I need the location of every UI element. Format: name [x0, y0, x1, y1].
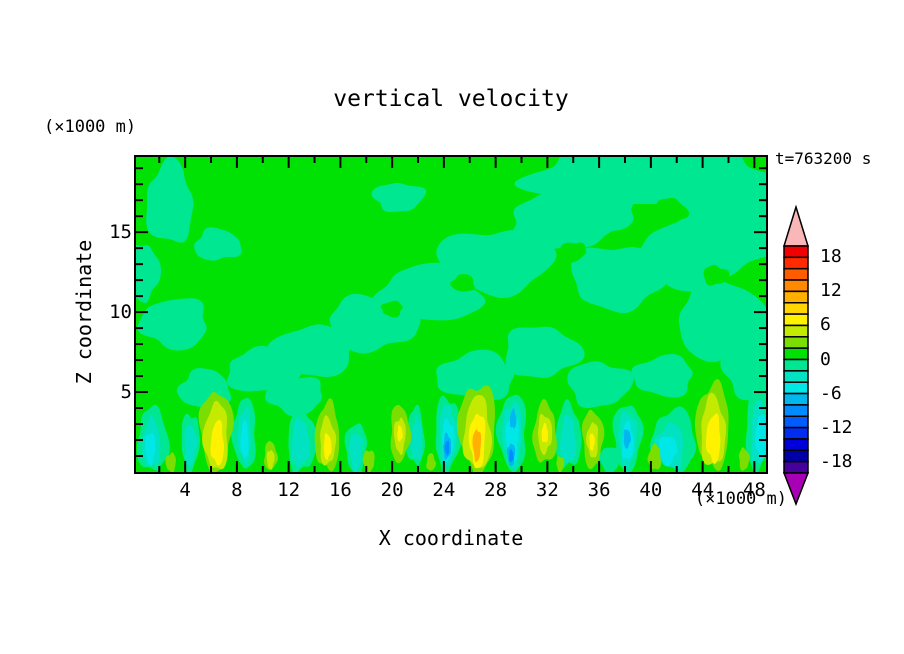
y-tick-label: 10	[109, 301, 132, 324]
colorbar-label: -12	[820, 416, 853, 438]
x-tick-label: 28	[484, 479, 508, 501]
x-tick-label: 16	[328, 479, 352, 501]
x-tick-label: 44	[691, 479, 715, 501]
x-tick-label: 8	[231, 479, 243, 501]
x-tick-label: 48	[742, 479, 766, 501]
contour-blobs	[136, 157, 766, 472]
x-tick-label: 32	[535, 479, 559, 501]
colorbar-over-arrow	[782, 205, 810, 247]
colorbar	[782, 205, 810, 507]
colorbar-label: 6	[820, 314, 831, 336]
x-tick-label: 12	[277, 479, 301, 501]
time-annotation: t=763200 s	[775, 149, 872, 168]
x-tick-label: 24	[432, 479, 456, 501]
x-tick-label: 4	[179, 479, 191, 501]
y-axis-unit-label: (×1000 m)	[44, 117, 137, 137]
page-title: vertical velocity	[333, 86, 569, 112]
colorbar-label: 12	[820, 280, 842, 302]
colorbar-label: 0	[820, 348, 831, 370]
colorbar-label: -18	[820, 450, 853, 472]
y-tick-label: 5	[120, 381, 132, 404]
contour-field	[136, 157, 766, 472]
colorbar-label: 18	[820, 246, 842, 268]
contour-plot-frame	[134, 155, 768, 474]
y-tick-label: 15	[109, 221, 132, 244]
x-tick-label: 20	[380, 479, 404, 501]
x-tick-label: 36	[587, 479, 611, 501]
x-axis-title: X coordinate	[378, 526, 524, 550]
x-axis-unit-label: (×1000 m)	[694, 489, 787, 509]
colorbar-under-arrow	[782, 472, 810, 507]
axis-ticks	[136, 157, 766, 472]
colorbar-label: -6	[820, 382, 842, 404]
x-tick-label: 40	[639, 479, 663, 501]
